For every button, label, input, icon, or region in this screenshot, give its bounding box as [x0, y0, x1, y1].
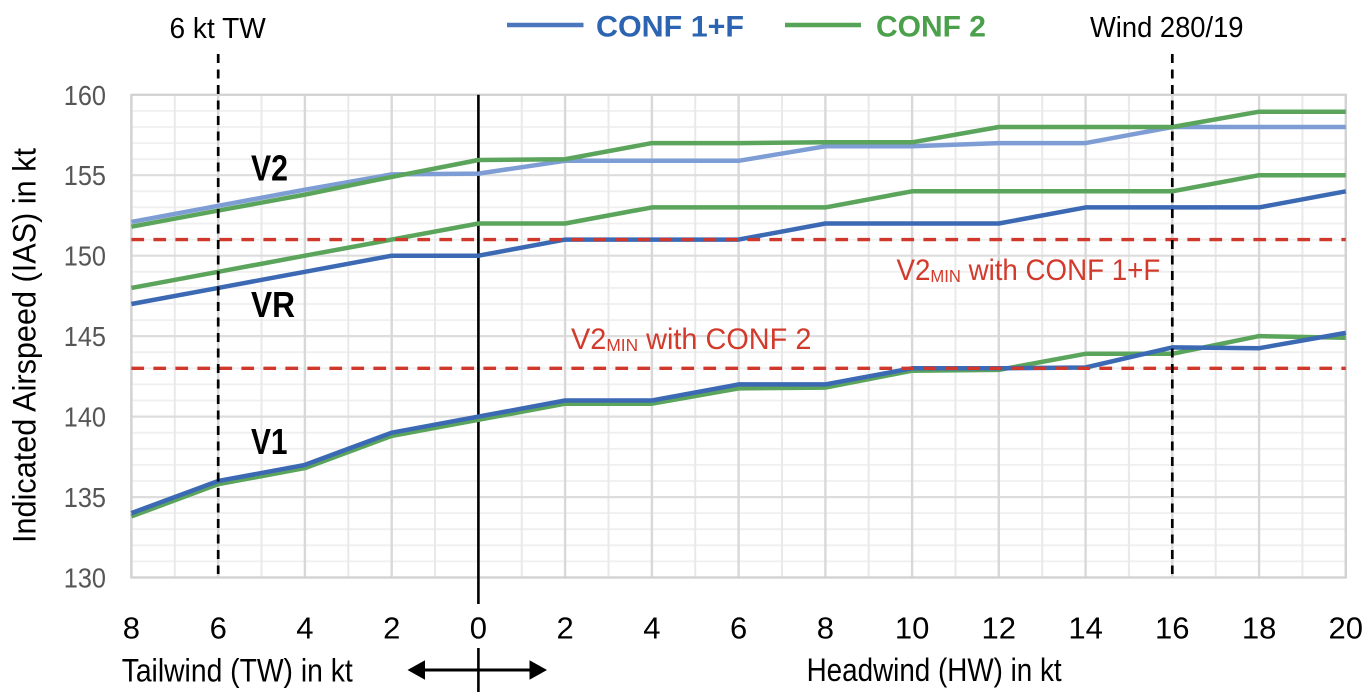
svg-text:4: 4: [643, 611, 660, 646]
svg-text:V2: V2: [251, 148, 288, 189]
svg-text:Headwind (HW) in kt: Headwind (HW) in kt: [807, 652, 1062, 688]
svg-text:2: 2: [556, 611, 573, 646]
svg-text:8: 8: [817, 611, 834, 646]
svg-text:18: 18: [1242, 611, 1276, 646]
svg-text:Wind 280/19: Wind 280/19: [1090, 12, 1244, 44]
svg-text:VR: VR: [251, 284, 295, 325]
svg-text:V1: V1: [251, 421, 288, 462]
svg-text:Indicated Airspeed (IAS) in kt: Indicated Airspeed (IAS) in kt: [7, 148, 43, 543]
svg-text:14: 14: [1068, 611, 1102, 646]
svg-text:12: 12: [982, 611, 1016, 646]
svg-text:8: 8: [123, 611, 140, 646]
svg-text:CONF 1+F: CONF 1+F: [596, 10, 744, 43]
svg-text:135: 135: [64, 482, 106, 513]
svg-text:10: 10: [895, 611, 929, 646]
svg-text:140: 140: [64, 402, 106, 433]
svg-text:2: 2: [383, 611, 400, 646]
svg-text:145: 145: [64, 321, 106, 352]
svg-text:6: 6: [730, 611, 747, 646]
svg-text:6: 6: [210, 611, 227, 646]
svg-text:150: 150: [64, 241, 106, 272]
svg-text:Tailwind (TW) in kt: Tailwind (TW) in kt: [122, 653, 353, 689]
svg-text:130: 130: [64, 563, 106, 594]
svg-text:CONF 2: CONF 2: [876, 10, 986, 43]
svg-text:6 kt TW: 6 kt TW: [170, 13, 267, 45]
svg-text:0: 0: [470, 611, 487, 646]
svg-text:20: 20: [1329, 611, 1363, 646]
svg-text:16: 16: [1155, 611, 1189, 646]
svg-text:160: 160: [64, 80, 106, 111]
svg-text:155: 155: [64, 160, 106, 191]
svg-text:V2MIN with CONF 2: V2MIN with CONF 2: [571, 323, 811, 357]
svg-text:4: 4: [296, 611, 313, 646]
